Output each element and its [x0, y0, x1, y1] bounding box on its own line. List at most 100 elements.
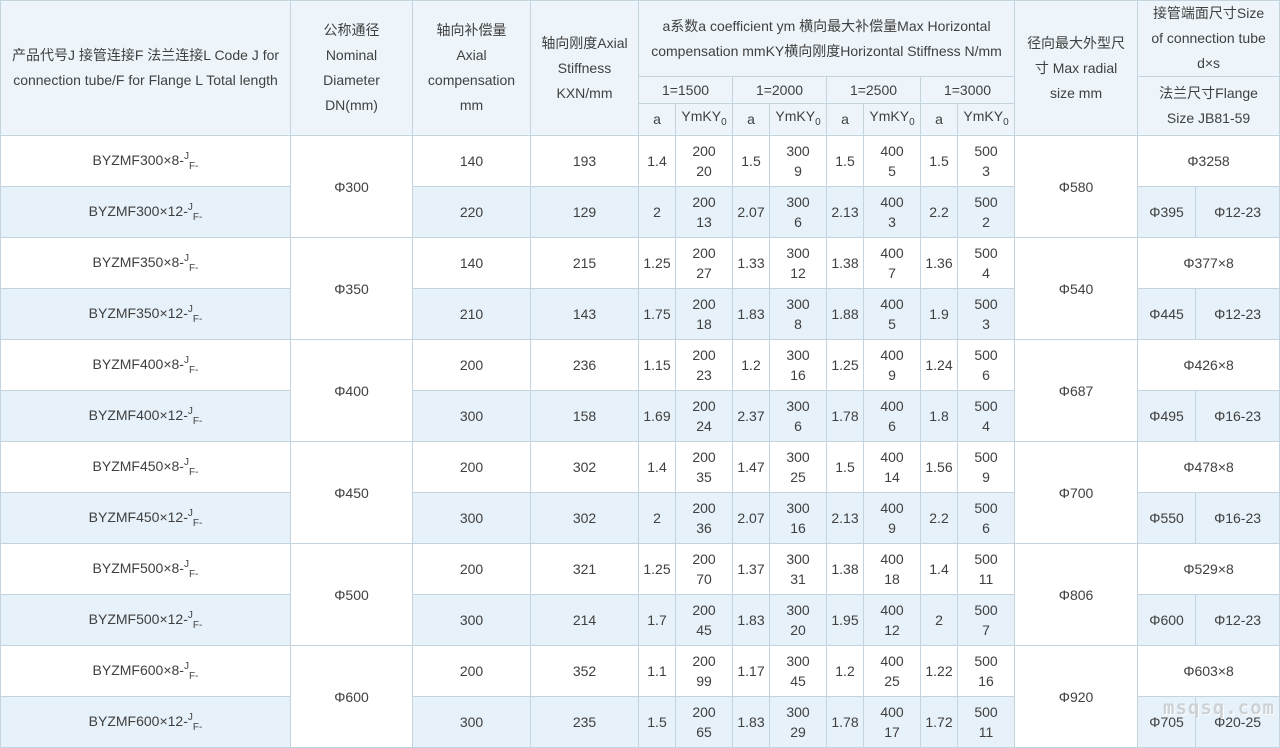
ymky-cell: 500 11: [956, 543, 1016, 595]
table-row: BYZMF450×8-JF- Φ450 200 302 1.4 200 35 1.47 300 2…: [0, 441, 1280, 544]
ymky-cell: 400 18: [863, 543, 921, 595]
bolt-size-cell: Φ12-23: [1195, 288, 1280, 340]
product-code-cell: BYZMF450×8-JF-: [0, 441, 291, 493]
tube-size-cell: Φ377×8: [1137, 237, 1280, 289]
header-length-3000: 1=3000: [919, 76, 1016, 104]
a-coefficient-cell: 1.95: [826, 594, 864, 646]
a-coefficient-cell: 1.2: [732, 339, 770, 391]
axial-compensation-cell: 200: [412, 339, 531, 391]
nominal-diameter-cell: Φ600: [290, 645, 413, 748]
bolt-size-cell: Φ16-23: [1195, 390, 1280, 442]
a-coefficient-cell: 1.17: [732, 645, 770, 697]
header-a-coefficient: a: [732, 103, 770, 136]
a-coefficient-cell: 1.5: [732, 135, 770, 187]
a-coefficient-cell: 2.2: [920, 186, 958, 238]
product-code-cell: BYZMF400×8-JF-: [0, 339, 291, 391]
a-coefficient-cell: 1.1: [638, 645, 676, 697]
ymky-cell: 500 3: [956, 135, 1016, 187]
header-ymky: YmKY0: [769, 103, 827, 136]
product-code-cell: BYZMF400×12-JF-: [0, 390, 291, 442]
header-nominal-diameter: 公称通径Nominal Diameter DN(mm): [290, 0, 413, 136]
product-code-cell: BYZMF300×8-JF-: [0, 135, 291, 187]
product-code-cell: BYZMF350×12-JF-: [0, 288, 291, 340]
tube-size-cell: Φ3258: [1137, 135, 1280, 187]
header-length-2500: 1=2500: [826, 76, 921, 104]
max-radial-size-cell: Φ920: [1014, 645, 1139, 748]
ymky-cell: 500 4: [956, 237, 1016, 289]
axial-compensation-cell: 300: [412, 594, 531, 646]
a-coefficient-cell: 2: [920, 594, 958, 646]
tube-size-cell: Φ478×8: [1137, 441, 1280, 493]
nominal-diameter-cell: Φ400: [290, 339, 413, 442]
ymky-cell: 200 65: [675, 696, 733, 748]
table-row: BYZMF400×8-JF- Φ400 200 236 1.15 200 23 1.2 300 1…: [0, 339, 1280, 442]
axial-compensation-cell: 300: [412, 390, 531, 442]
axial-compensation-cell: 140: [412, 135, 531, 187]
a-coefficient-cell: 1.4: [920, 543, 958, 595]
header-coefficient-group: a系数a coefficient ym 横向最大补偿量Max Horizonta…: [637, 0, 1016, 77]
ymky-cell: 200 20: [675, 135, 733, 187]
a-coefficient-cell: 1.83: [732, 696, 770, 748]
ymky-cell: 300 45: [769, 645, 827, 697]
ymky-cell: 500 3: [956, 288, 1016, 340]
ymky-cell: 500 11: [956, 696, 1016, 748]
table-row: BYZMF300×8-JF- Φ300 140 193 1.4 200 20 1.5 300 9 1…: [0, 135, 1280, 238]
ymky-cell: 300 16: [769, 492, 827, 544]
axial-compensation-cell: 300: [412, 492, 531, 544]
ymky-cell: 300 8: [769, 288, 827, 340]
header-axial-compensation: 轴向补偿量Axial compensation mm: [412, 0, 531, 136]
a-coefficient-cell: 1.5: [826, 135, 864, 187]
a-coefficient-cell: 1.83: [732, 594, 770, 646]
ymky-cell: 400 5: [863, 288, 921, 340]
product-code-cell: BYZMF500×12-JF-: [0, 594, 291, 646]
max-radial-size-cell: Φ687: [1014, 339, 1139, 442]
axial-stiffness-cell: 129: [530, 186, 639, 238]
table-row: BYZMF350×8-JF- Φ350 140 215 1.25 200 27 1.33 300…: [0, 237, 1280, 340]
product-code-cell: BYZMF350×8-JF-: [0, 237, 291, 289]
table-row: BYZMF500×8-JF- Φ500 200 321 1.25 200 70 1.37 300…: [0, 543, 1280, 646]
axial-compensation-cell: 200: [412, 645, 531, 697]
header-ymky: YmKY0: [956, 103, 1016, 136]
ymky-cell: 400 5: [863, 135, 921, 187]
a-coefficient-cell: 1.7: [638, 594, 676, 646]
table-header: 产品代号J 接管连接F 法兰连接L Code J for connection …: [0, 0, 1280, 136]
ymky-cell: 500 9: [956, 441, 1016, 493]
axial-stiffness-cell: 214: [530, 594, 639, 646]
table-row: BYZMF350×12-JF- 210 143 1.75 200 18 1.83 300 8 1.…: [0, 288, 1280, 340]
ymky-cell: 200 24: [675, 390, 733, 442]
max-radial-size-cell: Φ700: [1014, 441, 1139, 544]
a-coefficient-cell: 1.9: [920, 288, 958, 340]
table-row: BYZMF600×8-JF- Φ600 200 352 1.1 200 99 1.17 300 4…: [0, 645, 1280, 748]
ymky-cell: 200 45: [675, 594, 733, 646]
bolt-size-cell: Φ12-23: [1195, 594, 1280, 646]
axial-stiffness-cell: 352: [530, 645, 639, 697]
header-a-coefficient: a: [920, 103, 958, 136]
axial-stiffness-cell: 302: [530, 492, 639, 544]
flange-size-cell: Φ705: [1137, 696, 1197, 748]
ymky-cell: 400 14: [863, 441, 921, 493]
ymky-cell: 300 12: [769, 237, 827, 289]
axial-stiffness-cell: 158: [530, 390, 639, 442]
ymky-cell: 300 20: [769, 594, 827, 646]
a-coefficient-cell: 1.38: [826, 237, 864, 289]
a-coefficient-cell: 1.25: [638, 237, 676, 289]
a-coefficient-cell: 1.4: [638, 441, 676, 493]
product-code-cell: BYZMF450×12-JF-: [0, 492, 291, 544]
a-coefficient-cell: 1.47: [732, 441, 770, 493]
bolt-size-cell: Φ20-25: [1195, 696, 1280, 748]
axial-compensation-cell: 200: [412, 441, 531, 493]
header-length-1500: 1=1500: [638, 76, 733, 104]
table-row: BYZMF500×12-JF- 300 214 1.7 200 45 1.83 300 20 1.…: [0, 594, 1280, 646]
a-coefficient-cell: 2: [638, 186, 676, 238]
header-product-code: 产品代号J 接管连接F 法兰连接L Code J for connection …: [0, 0, 291, 136]
a-coefficient-cell: 1.75: [638, 288, 676, 340]
ymky-cell: 400 3: [863, 186, 921, 238]
ymky-cell: 400 7: [863, 237, 921, 289]
ymky-cell: 300 16: [769, 339, 827, 391]
tube-size-cell: Φ426×8: [1137, 339, 1280, 391]
ymky-cell: 500 6: [956, 339, 1016, 391]
nominal-diameter-cell: Φ500: [290, 543, 413, 646]
tube-size-cell: Φ603×8: [1137, 645, 1280, 697]
ymky-cell: 400 25: [863, 645, 921, 697]
